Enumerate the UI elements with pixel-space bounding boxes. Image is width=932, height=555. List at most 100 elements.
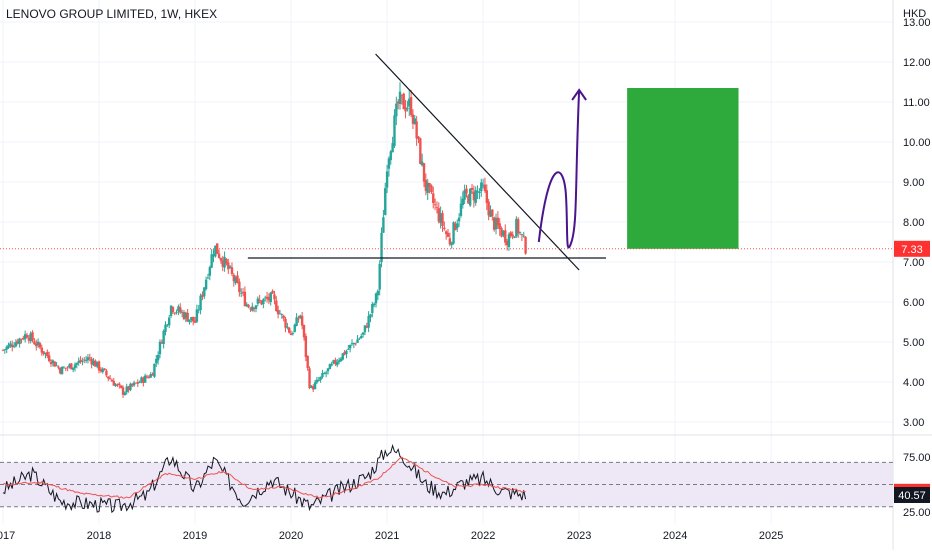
candle-body [494,218,498,230]
candle-body [443,227,446,230]
candle-body [289,333,293,336]
candle-body [391,143,394,153]
candle-body [22,338,25,340]
candle-body [363,325,367,333]
candle-body [313,382,317,389]
candle-body [404,107,407,112]
candle-body [481,184,485,186]
candle-body [324,372,328,374]
candle-body [116,384,119,386]
x-tick-label: 2021 [375,530,399,542]
candle-body [312,386,315,390]
candle-body [118,383,121,386]
candle-body [262,299,265,304]
candle-body [419,138,422,164]
x-tick-label: 2022 [471,530,495,542]
candle-body [33,341,36,345]
candle-body [83,359,86,361]
candle-body [315,379,319,383]
candle-body [341,353,344,360]
candle-body [38,343,42,348]
candle-body [228,266,232,268]
candle-body [171,306,175,313]
candle-body [402,93,405,110]
candle-body [31,332,34,341]
x-tick-label: 2023 [567,530,591,542]
candle-body [134,382,138,384]
candle-body [459,203,463,216]
target-zone [627,88,739,249]
candle-body [491,209,494,217]
candle-body [42,351,45,355]
candle-body [343,351,346,355]
candle-body [53,361,56,367]
candle-body [293,324,296,332]
candle-body [36,341,40,346]
candle-body [68,364,71,368]
candle-body [149,373,152,378]
candle-body [245,304,248,307]
candle-body [295,317,298,326]
y-tick-label: 6.00 [903,297,924,309]
candle-body [380,232,383,263]
candle-body [502,230,505,236]
candle-body [177,306,180,312]
candle-body [382,217,385,233]
candle-body [428,183,431,187]
candle-body [319,376,322,380]
candle-body [280,314,284,315]
candle-body [23,334,27,340]
candle-body [356,339,359,343]
candle-body [275,300,278,312]
rsi-ma-line [2,456,526,499]
candle-body [203,287,206,297]
y-tick-label: 5.00 [903,337,924,349]
candle-body [474,190,477,203]
candle-body [424,179,428,191]
candle-body [241,291,245,293]
candle-body [119,385,123,388]
candle-body [191,316,195,322]
candle-body [384,188,387,215]
candle-body [88,357,91,359]
candle-body [321,372,324,378]
zone-layer [627,88,739,249]
candle-body [71,367,75,370]
candle-body [155,358,158,364]
candle-body [51,360,55,364]
candle-body [276,309,280,315]
candle-body [306,355,309,369]
y-tick-label: 11.00 [903,97,930,109]
candle-body [448,238,452,245]
candle-body [492,217,496,230]
candle-body [212,254,215,257]
candle-body [11,344,14,348]
candle-body [249,308,252,310]
candle-body [489,210,492,218]
candle-body [336,362,339,366]
candle-body [334,359,337,364]
y-tick-label: 8.00 [903,217,924,229]
candle-body [437,208,440,222]
candle-body [156,354,160,361]
rsi-value-badge-bg [894,486,930,503]
last-price-badge: 7.33 [901,244,922,256]
candle-body [12,346,16,348]
candle-body [188,319,191,323]
candle-body [269,292,272,303]
candle-body [230,267,234,274]
candle-body [400,94,404,96]
candle-body [457,217,461,222]
candle-body [376,290,380,296]
candle-body [417,136,420,140]
candle-body [347,348,350,350]
candle-body [332,360,335,363]
candle-body [513,236,516,238]
candle-body [273,294,276,300]
candle-body [256,298,260,304]
candle-body [136,382,139,384]
candle-body [300,315,304,326]
